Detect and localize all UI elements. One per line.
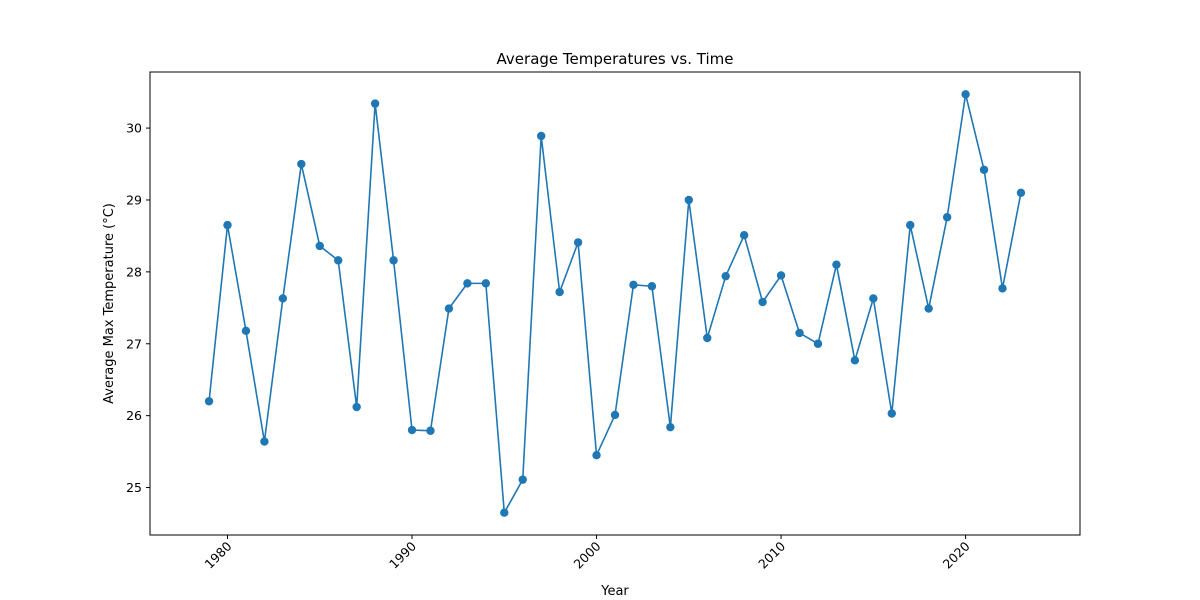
y-tick-label: 25 [126, 480, 142, 495]
data-point [629, 280, 638, 290]
data-point [979, 165, 989, 174]
data-point [407, 425, 417, 435]
data-point [776, 271, 786, 280]
data-point [352, 402, 361, 412]
data-point [961, 90, 970, 99]
data-point [850, 356, 860, 365]
y-tick-label: 28 [126, 264, 142, 279]
data-point [444, 304, 454, 313]
data-point [647, 282, 657, 291]
data-point [721, 271, 730, 281]
y-tick-label: 26 [126, 408, 142, 423]
data-point [869, 294, 878, 303]
data-point [795, 328, 804, 338]
data-point [610, 410, 620, 420]
data-point [315, 241, 324, 251]
data-point [592, 450, 601, 460]
data-point [666, 422, 675, 432]
data-point [684, 195, 694, 205]
data-point [260, 437, 269, 446]
data-point [278, 294, 288, 303]
y-tick-label: 30 [126, 121, 142, 136]
data-point [739, 231, 749, 240]
data-point [906, 220, 915, 230]
data-point [555, 287, 564, 297]
data-point [463, 279, 472, 288]
y-tick-label: 27 [126, 336, 142, 351]
y-tick-label: 29 [126, 192, 142, 207]
data-point [481, 279, 491, 288]
chart-title: Average Temperatures vs. Time [497, 50, 734, 68]
y-axis-label: Average Max Temperature (°C) [102, 203, 117, 404]
data-point [518, 475, 527, 484]
data-point [813, 339, 823, 348]
data-point [998, 284, 1007, 293]
plot-frame [149, 71, 1081, 536]
x-axis-label: Year [600, 584, 629, 599]
data-point [204, 397, 214, 406]
data-point [1016, 188, 1026, 197]
data-point [832, 260, 841, 269]
data-point [573, 238, 583, 247]
data-point [942, 213, 952, 222]
data-point [241, 326, 251, 336]
data-point [223, 220, 232, 230]
data-point [536, 131, 546, 141]
data-point [334, 256, 343, 265]
data-point [297, 159, 306, 169]
data-point [500, 508, 509, 517]
data-point [924, 304, 933, 313]
data-point [758, 297, 767, 307]
data-point [887, 409, 896, 418]
data-point [703, 333, 712, 343]
data-point [370, 99, 380, 108]
data-point [389, 256, 398, 265]
data-point [426, 426, 435, 435]
